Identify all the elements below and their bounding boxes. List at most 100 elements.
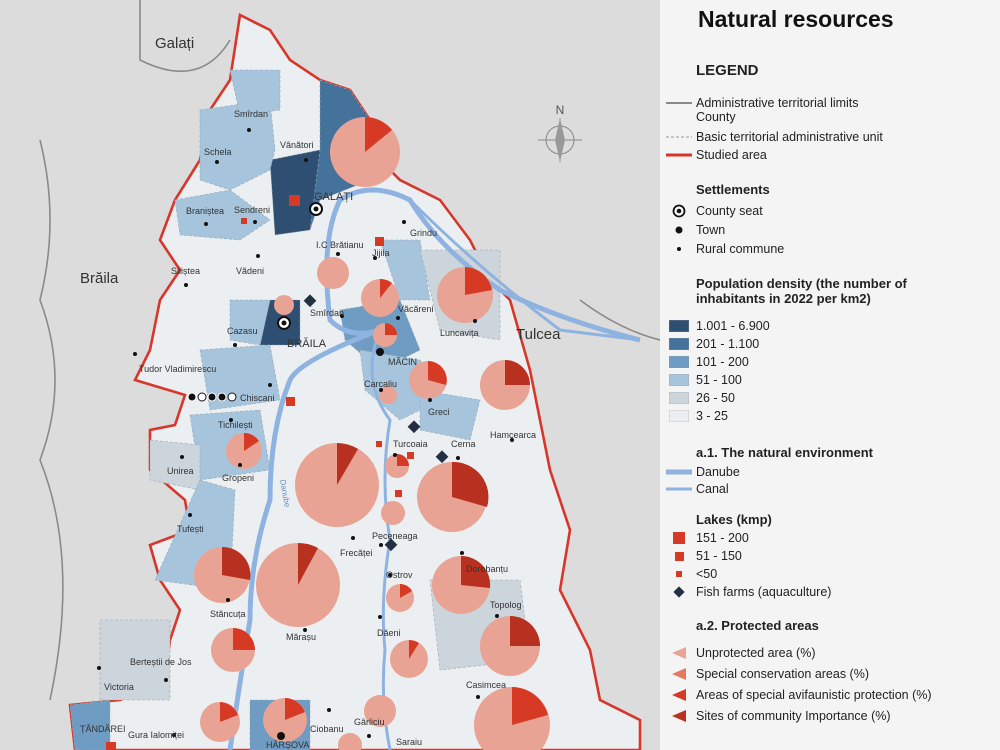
legend-row-admin-limits: Administrative territorial limits County bbox=[666, 96, 859, 124]
legend-label: 101 - 200 bbox=[696, 355, 749, 369]
north-arrow-icon: N bbox=[538, 103, 582, 162]
place-label: Hamcearca bbox=[490, 430, 536, 440]
canal bbox=[408, 198, 641, 342]
place-label: Gârliciu bbox=[354, 717, 385, 727]
legend-row-density: 201 - 1.100 bbox=[666, 336, 759, 352]
dot-row-icon bbox=[187, 392, 237, 402]
legend-label: Town bbox=[696, 223, 726, 237]
place-label: Topolog bbox=[490, 600, 522, 610]
protected-heading: a.2. Protected areas bbox=[696, 618, 819, 633]
legend-label: Fish farms (aquaculture) bbox=[696, 585, 832, 599]
place-labels: Smîrdan Vânători Schela Braniștea Sendre… bbox=[80, 109, 536, 750]
legend-row-lake-large: 151 - 200 bbox=[666, 530, 749, 546]
density-swatch-icon bbox=[669, 374, 689, 386]
place-label: Peceneaga bbox=[372, 531, 418, 541]
legend-label: 201 - 1.100 bbox=[696, 337, 760, 351]
danube-line-icon bbox=[666, 469, 692, 475]
legend-row-studied-area: Studied area bbox=[666, 147, 767, 163]
legend-label: 1.001 - 6.900 bbox=[696, 319, 770, 333]
place-label: GALAȚI bbox=[314, 191, 353, 203]
legend-label: Sites of community Importance (%) bbox=[696, 709, 891, 723]
place-label: Schela bbox=[204, 147, 232, 157]
legend-row-commune: Rural commune bbox=[666, 241, 784, 257]
place-label: MĂCIN bbox=[388, 357, 417, 367]
legend-label: County seat bbox=[696, 204, 763, 218]
pie-wedge-icon bbox=[672, 647, 686, 659]
place-label: Ciobanu bbox=[310, 724, 344, 734]
legend-label: 51 - 150 bbox=[696, 549, 742, 563]
legend-label: 26 - 50 bbox=[696, 391, 735, 405]
place-label: Berteștii de Jos bbox=[130, 657, 192, 667]
legend-label: Danube bbox=[696, 465, 740, 479]
place-label: Braniștea bbox=[186, 206, 224, 216]
fish-farm-markers bbox=[303, 294, 449, 552]
lake-markers bbox=[106, 195, 414, 750]
natural-heading: a.1. The natural environment bbox=[696, 445, 873, 460]
legend-label: Rural commune bbox=[696, 242, 785, 256]
legend-row-town: Town bbox=[666, 222, 725, 238]
place-label: Unirea bbox=[167, 466, 194, 476]
legend-row-protected: Unprotected area (%) bbox=[666, 645, 816, 661]
legend-row-county-seat: County seat bbox=[666, 203, 763, 219]
legend-label: Studied area bbox=[696, 148, 767, 162]
legend-row-fish-farms: Fish farms (aquaculture) bbox=[666, 584, 831, 600]
density-swatch-icon bbox=[669, 356, 689, 368]
density-swatch-icon bbox=[669, 392, 689, 404]
legend-row-lake-medium: 51 - 150 bbox=[666, 548, 742, 564]
place-label: Cerna bbox=[451, 439, 476, 449]
legend-row-lake-small: <50 bbox=[666, 566, 717, 582]
county-boundaries bbox=[39, 0, 660, 701]
legend-row-protected: Areas of special avifaunistic protection… bbox=[666, 687, 932, 703]
dashed-line-icon bbox=[666, 136, 692, 138]
page-title: Natural resources bbox=[698, 6, 894, 32]
place-label: Sendreni bbox=[234, 205, 270, 215]
canal-line-icon bbox=[666, 487, 692, 491]
red-line-icon bbox=[666, 153, 692, 157]
commune-dot-icon bbox=[677, 247, 681, 251]
danube-river bbox=[227, 187, 641, 750]
place-label: Văcăreni bbox=[398, 304, 434, 314]
place-label: ȚĂNDĂREI bbox=[80, 724, 126, 734]
place-label: Grindu bbox=[410, 228, 437, 238]
place-label: Jijila bbox=[372, 248, 390, 258]
county-label-braila: Brăila bbox=[80, 270, 119, 287]
lake-medium-icon bbox=[674, 551, 684, 561]
place-label: Gura Ialomiței bbox=[128, 730, 184, 740]
place-label: Casimcea bbox=[466, 680, 506, 690]
legend-row-canal: Canal bbox=[666, 481, 729, 497]
place-label: Victoria bbox=[104, 682, 134, 692]
place-label: Tufești bbox=[177, 524, 204, 534]
legend-row-density: 3 - 25 bbox=[666, 408, 728, 424]
legend-panel: Natural resources LEGEND Administrative … bbox=[660, 0, 1000, 750]
legend-row-density: 26 - 50 bbox=[666, 390, 735, 406]
place-label: Vădeni bbox=[236, 266, 264, 276]
place-label: Smîrdan bbox=[310, 308, 344, 318]
map-canvas[interactable]: N Galați Brăila Tulcea Smîrdan Vânători … bbox=[0, 0, 660, 750]
pie-wedge-icon bbox=[672, 710, 686, 722]
place-label: Siliștea bbox=[171, 266, 200, 276]
county-label-tulcea: Tulcea bbox=[516, 326, 561, 343]
county-label-galati: Galați bbox=[155, 35, 194, 52]
legend-row-density: 101 - 200 bbox=[666, 354, 749, 370]
pie-wedge-icon bbox=[672, 689, 686, 701]
protected-area-pies bbox=[194, 117, 550, 750]
place-label: Dăeni bbox=[377, 628, 401, 638]
place-label: Cazasu bbox=[227, 326, 258, 336]
place-label: Chiscani bbox=[240, 393, 275, 403]
place-label: Ostrov bbox=[386, 570, 413, 580]
density-heading: Population density (the number of inhabi… bbox=[696, 276, 907, 306]
legend-label: 151 - 200 bbox=[696, 531, 749, 545]
legend-label: Administrative territorial limits bbox=[696, 96, 859, 110]
place-label: Frecăței bbox=[340, 548, 373, 558]
legend-label: Basic territorial administrative unit bbox=[696, 130, 883, 144]
north-label: N bbox=[556, 103, 565, 117]
legend-heading: LEGEND bbox=[696, 62, 759, 79]
density-swatch-icon bbox=[669, 338, 689, 350]
legend-label: Areas of special avifaunistic protection… bbox=[696, 688, 932, 702]
place-label: BRĂILA bbox=[287, 337, 327, 350]
place-label: Greci bbox=[428, 407, 450, 417]
legend-row-protected: Sites of community Importance (%) bbox=[666, 708, 891, 724]
county-seat-icon bbox=[672, 204, 686, 218]
legend-label: <50 bbox=[696, 567, 718, 581]
pie-wedge-icon bbox=[672, 668, 686, 680]
